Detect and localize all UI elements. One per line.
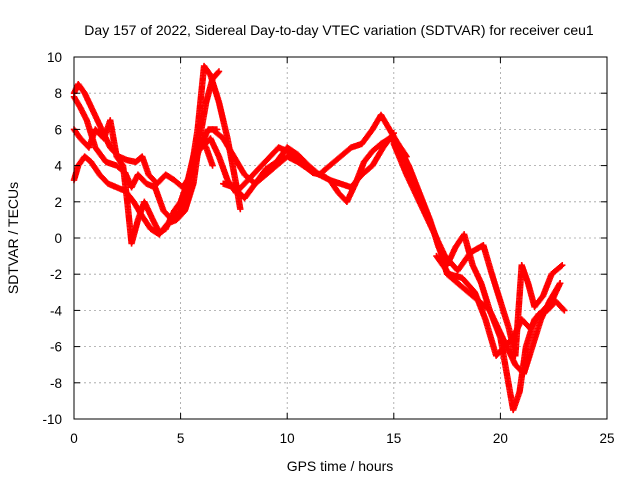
x-tick-label: 25 <box>599 431 614 446</box>
y-axis-label: SDTVAR / TECUs <box>5 182 21 294</box>
y-tick-label: -2 <box>50 267 62 282</box>
y-tick-labels: -10 -8 -6 -4 -2 0 2 4 6 8 10 <box>42 50 62 427</box>
data-point <box>556 280 564 287</box>
data-point <box>561 307 568 314</box>
data-point <box>559 261 566 269</box>
x-axis-label: GPS time / hours <box>287 458 394 474</box>
data-point <box>209 162 216 169</box>
data-point <box>214 69 222 76</box>
series-track-j <box>390 140 566 359</box>
data-point <box>389 131 397 138</box>
data-point <box>215 68 223 75</box>
y-tick-label: -6 <box>50 340 62 355</box>
data-points <box>70 62 568 414</box>
x-tick-label: 5 <box>177 431 185 446</box>
y-tick-label: -4 <box>50 303 62 318</box>
x-tick-label: 10 <box>280 431 295 446</box>
y-tick-label: -10 <box>42 412 62 427</box>
data-point <box>237 205 244 213</box>
data-point <box>557 262 565 270</box>
chart-title: Day 157 of 2022, Sidereal Day-to-day VTE… <box>84 22 594 38</box>
y-tick-label: 10 <box>47 50 62 65</box>
x-tick-labels: 0 5 10 15 20 25 <box>70 431 614 446</box>
data-point <box>560 306 567 313</box>
series-track-a <box>70 62 244 224</box>
x-tick-label: 0 <box>70 431 78 446</box>
y-tick-label: -8 <box>50 376 62 391</box>
series-track-g <box>220 129 397 202</box>
y-tick-label: 6 <box>54 122 62 137</box>
axis-ticks <box>73 56 608 420</box>
y-tick-label: 4 <box>54 159 62 174</box>
x-tick-label: 15 <box>386 431 401 446</box>
y-tick-label: 0 <box>54 231 62 246</box>
y-tick-label: 2 <box>54 195 62 210</box>
data-point <box>390 129 397 137</box>
grid <box>74 57 607 419</box>
series-track-i <box>394 144 564 377</box>
series-track-k <box>433 252 568 359</box>
x-tick-label: 20 <box>493 431 508 446</box>
y-tick-label: 8 <box>54 86 62 101</box>
